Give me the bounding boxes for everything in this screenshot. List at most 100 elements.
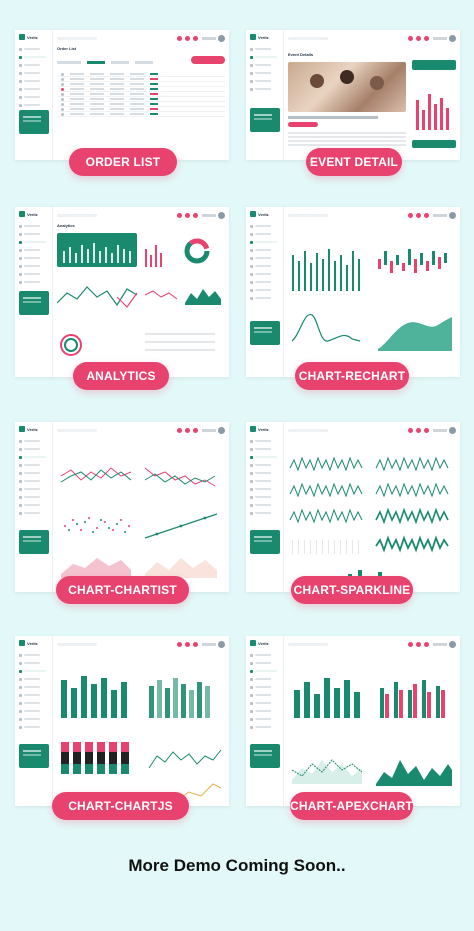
- sidebar-item[interactable]: [250, 255, 280, 261]
- sidebar-item[interactable]: [250, 279, 280, 285]
- sidebar-item[interactable]: [250, 70, 280, 76]
- bell-icon[interactable]: [185, 641, 190, 647]
- sidebar-item[interactable]: [250, 684, 280, 690]
- bell-icon[interactable]: [416, 212, 421, 218]
- sidebar-item[interactable]: [250, 708, 280, 714]
- sidebar-item[interactable]: [19, 708, 49, 714]
- sidebar-item[interactable]: [250, 223, 280, 229]
- chart-rechart-demo-button[interactable]: CHART-RECHART: [295, 362, 409, 390]
- search-icon[interactable]: [288, 36, 328, 40]
- sidebar-item[interactable]: [250, 295, 280, 301]
- sidebar-item[interactable]: [250, 231, 280, 237]
- sidebar-item[interactable]: [250, 470, 280, 476]
- sidebar-promo-card[interactable]: [250, 530, 280, 554]
- bell-icon[interactable]: [193, 212, 198, 218]
- sidebar-item[interactable]: [250, 46, 280, 52]
- sidebar-item[interactable]: [250, 86, 280, 92]
- bell-icon[interactable]: [424, 212, 429, 218]
- table-row[interactable]: [57, 102, 225, 107]
- bell-icon[interactable]: [185, 427, 190, 433]
- sidebar-item[interactable]: [19, 470, 49, 476]
- user-avatar-icon[interactable]: [218, 211, 225, 219]
- sidebar-item[interactable]: [19, 46, 49, 52]
- sidebar-item[interactable]: [19, 454, 49, 460]
- table-row[interactable]: [57, 97, 225, 102]
- bell-icon[interactable]: [185, 35, 190, 41]
- bell-icon[interactable]: [416, 35, 421, 41]
- bell-icon[interactable]: [424, 641, 429, 647]
- demo-card-chart-chartist[interactable]: Veritz: [15, 422, 229, 592]
- sidebar-item[interactable]: [19, 446, 49, 452]
- sidebar-item[interactable]: [250, 692, 280, 698]
- sidebar-item[interactable]: [19, 223, 49, 229]
- table-row[interactable]: [57, 112, 225, 117]
- sidebar-item[interactable]: [19, 70, 49, 76]
- user-avatar-icon[interactable]: [449, 34, 456, 42]
- sidebar-item[interactable]: [250, 510, 280, 516]
- sidebar-item[interactable]: [19, 255, 49, 261]
- sidebar-item[interactable]: [19, 486, 49, 492]
- sidebar-item[interactable]: [19, 494, 49, 500]
- bell-icon[interactable]: [177, 427, 182, 433]
- sidebar-item[interactable]: [250, 239, 280, 245]
- sidebar-item[interactable]: [19, 62, 49, 68]
- sidebar-item[interactable]: [250, 724, 280, 730]
- sidebar-promo-card[interactable]: [250, 321, 280, 345]
- sidebar-item[interactable]: [250, 660, 280, 666]
- sidebar-item[interactable]: [19, 239, 49, 245]
- bell-icon[interactable]: [408, 427, 413, 433]
- sidebar-promo-card[interactable]: [19, 530, 49, 554]
- chart-chartist-demo-button[interactable]: CHART-CHARTIST: [56, 576, 189, 604]
- sidebar-item[interactable]: [250, 54, 280, 60]
- sidebar-item[interactable]: [250, 78, 280, 84]
- sidebar-item[interactable]: [19, 279, 49, 285]
- bell-icon[interactable]: [193, 427, 198, 433]
- sidebar-item[interactable]: [19, 263, 49, 269]
- sidebar-promo-card[interactable]: [19, 110, 49, 134]
- chart-chartjs-demo-button[interactable]: CHART-CHARTJS: [52, 792, 189, 820]
- event-detail-demo-button[interactable]: EVENT DETAIL: [306, 148, 402, 176]
- user-avatar-icon[interactable]: [449, 640, 456, 648]
- demo-card-chart-rechart[interactable]: Veritz: [246, 207, 460, 377]
- bell-icon[interactable]: [193, 35, 198, 41]
- chart-sparkline-demo-button[interactable]: CHART-SPARKLINE: [291, 576, 413, 604]
- sidebar-promo-card[interactable]: [250, 744, 280, 768]
- sidebar-item[interactable]: [250, 446, 280, 452]
- sidebar-item[interactable]: [19, 94, 49, 100]
- sidebar-item[interactable]: [19, 676, 49, 682]
- sidebar-item[interactable]: [19, 102, 49, 108]
- sidebar-item[interactable]: [19, 231, 49, 237]
- user-avatar-icon[interactable]: [218, 426, 225, 434]
- sidebar-item[interactable]: [250, 668, 280, 674]
- table-row[interactable]: [57, 82, 225, 87]
- bell-icon[interactable]: [408, 35, 413, 41]
- sidebar-item[interactable]: [19, 660, 49, 666]
- search-icon[interactable]: [57, 642, 97, 646]
- bell-icon[interactable]: [177, 35, 182, 41]
- table-row[interactable]: [57, 87, 225, 92]
- sidebar-item[interactable]: [19, 510, 49, 516]
- sidebar-item[interactable]: [19, 478, 49, 484]
- bell-icon[interactable]: [177, 641, 182, 647]
- table-row[interactable]: [57, 107, 225, 112]
- sidebar-item[interactable]: [250, 62, 280, 68]
- search-icon[interactable]: [288, 428, 328, 432]
- bell-icon[interactable]: [177, 212, 182, 218]
- sidebar-item[interactable]: [250, 454, 280, 460]
- add-order-button[interactable]: [191, 56, 225, 64]
- bell-icon[interactable]: [424, 427, 429, 433]
- demo-card-order-list[interactable]: Veritz Order List: [15, 30, 229, 160]
- bell-icon[interactable]: [424, 35, 429, 41]
- order-list-demo-button[interactable]: ORDER LIST: [69, 148, 177, 176]
- bell-icon[interactable]: [416, 427, 421, 433]
- analytics-demo-button[interactable]: ANALYTICS: [73, 362, 169, 390]
- sidebar-item[interactable]: [19, 684, 49, 690]
- user-avatar-icon[interactable]: [449, 211, 456, 219]
- sidebar-item[interactable]: [250, 502, 280, 508]
- sidebar-promo-card[interactable]: [250, 108, 280, 132]
- sidebar-item[interactable]: [250, 494, 280, 500]
- sidebar-item[interactable]: [250, 462, 280, 468]
- bell-icon[interactable]: [408, 641, 413, 647]
- sidebar-item[interactable]: [19, 692, 49, 698]
- table-row[interactable]: [57, 77, 225, 82]
